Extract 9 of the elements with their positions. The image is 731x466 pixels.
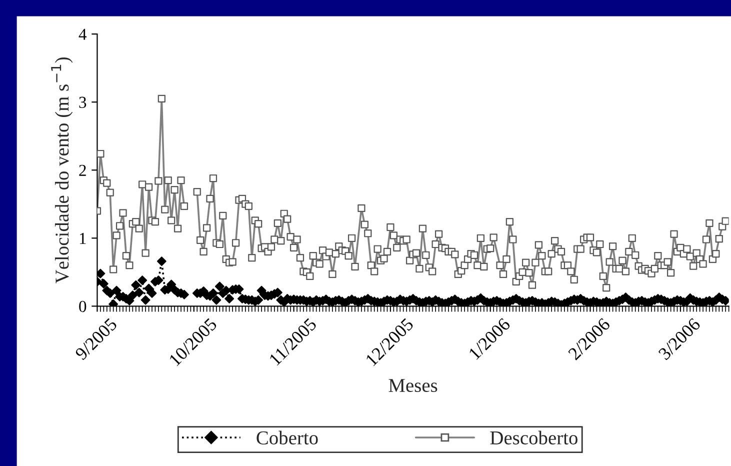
y-tick-label: 3 [79, 96, 86, 108]
legend-label: Descoberto [490, 430, 578, 444]
x-axis-title: Meses [388, 379, 438, 392]
y-tick-label: 1 [80, 232, 86, 244]
y-tick-label: 0 [79, 300, 86, 312]
legend-label: Coberto [256, 430, 318, 444]
y-tick-label: 4 [78, 28, 87, 40]
y-axis-title: Velocidade do vento (m s$^{−1}$) [51, 57, 73, 284]
y-tick-label: 2 [79, 164, 86, 176]
